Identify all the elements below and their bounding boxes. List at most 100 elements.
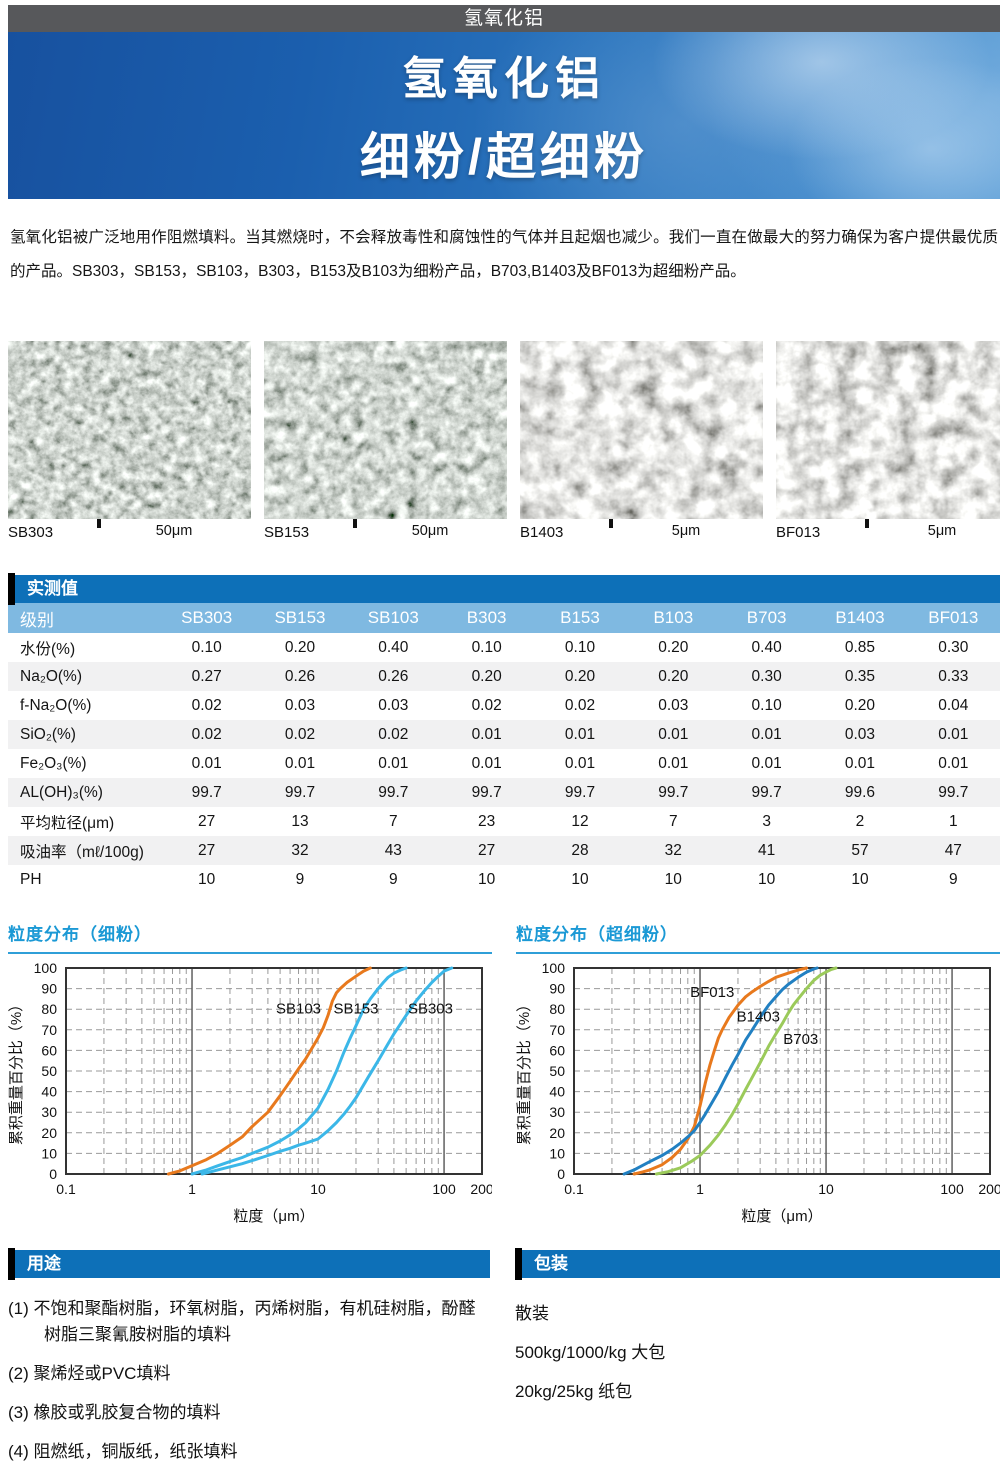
cell-value: 0.40 xyxy=(378,638,409,656)
cell-value: 0.02 xyxy=(564,696,596,714)
scale-bar: 50μm xyxy=(99,522,249,539)
scale-bar: 50μm xyxy=(355,522,505,539)
hero-banner: 氢氧化铝 细粉/超细粉 xyxy=(8,32,1000,199)
packaging-header: 包装 xyxy=(515,1248,1000,1280)
sem-gallery: SB303 50μm SB153 50μm B1403 5μm xyxy=(8,341,1000,541)
series-sb103 xyxy=(166,966,372,1176)
series-label-b703: B703 xyxy=(783,1031,818,1048)
measured-values-title: 实测值 xyxy=(27,579,78,598)
cell-value: 0.20 xyxy=(471,667,502,685)
svg-text:40: 40 xyxy=(549,1084,565,1100)
svg-text:粒度（μm）: 粒度（μm） xyxy=(741,1208,822,1224)
cell-value: 0.02 xyxy=(378,725,409,743)
svg-text:50: 50 xyxy=(41,1063,57,1079)
column-header-label: 级别 xyxy=(8,603,160,633)
chart-block-ultrafine: 粒度分布（超细粉） 0 10 20 30 40 50 60 70 80 90 100 0.1 1 10 10… xyxy=(516,920,1000,1224)
column-header: SB103 xyxy=(346,603,440,633)
table-row: 水份(%) 0.10 0.20 0.40 0.10 0.10 0.20 0.40 0.85 0.3… xyxy=(8,633,1000,662)
use-item: (3) 橡胶或乳胶复合物的填料 xyxy=(8,1403,221,1422)
cell-value: 2 xyxy=(855,812,865,830)
svg-text:90: 90 xyxy=(41,981,57,997)
cell-value: 0.20 xyxy=(658,638,689,656)
cell-value: 99.7 xyxy=(471,783,502,801)
cell-value: 0.01 xyxy=(658,725,689,743)
column-header: SB153 xyxy=(253,603,347,633)
svg-text:0.1: 0.1 xyxy=(56,1181,76,1197)
cell-value: 12 xyxy=(571,812,589,830)
cell-value: 0.03 xyxy=(378,696,409,714)
cell-value: 0.10 xyxy=(191,638,222,656)
row-label: f-Na₂O(%) xyxy=(20,696,92,714)
uses-header: 用途 xyxy=(8,1248,490,1280)
cell-value: 0.26 xyxy=(378,667,409,685)
cell-value: 0.30 xyxy=(751,667,782,685)
cell-value: 0.01 xyxy=(284,754,316,772)
packaging-list: 散装 500kg/1000/kg 大包 20kg/25kg 纸包 xyxy=(515,1294,1000,1411)
cell-value: 99.7 xyxy=(191,783,222,801)
chart-title-fine: 粒度分布（细粉） xyxy=(8,920,492,954)
row-label: 水份(%) xyxy=(20,640,76,658)
use-item: (1) 不饱和聚酯树脂，环氧树脂，丙烯树脂，有机硅树脂，酚醛树脂三聚氰胺树脂的填… xyxy=(8,1299,476,1344)
cell-value: 0.01 xyxy=(938,754,969,772)
scale-label: 5μm xyxy=(671,523,701,539)
sem-figure-bf013: BF013 5μm xyxy=(776,341,1000,541)
measured-values-header: 实测值 xyxy=(8,573,1000,605)
cell-value: 0.01 xyxy=(471,725,502,743)
packaging-item: 散装 xyxy=(515,1304,549,1323)
chart-canvas-fine: 0 10 20 30 40 50 60 70 80 90 100 0.1 1 10 100 200 累积重量百分… xyxy=(8,962,492,1224)
column-header: B103 xyxy=(626,603,720,633)
column-header: B303 xyxy=(439,603,534,633)
packaging-item: 500kg/1000/kg 大包 xyxy=(515,1343,666,1362)
svg-text:累积重量百分比（%）: 累积重量百分比（%） xyxy=(516,997,533,1145)
spec-section: 实测值 级别 SB303 SB153 SB103 B303 B153 B103 B703 B14… xyxy=(8,573,1000,894)
table-row: 吸油率（mℓ/100g) 27 32 43 27 28 32 41 57 47 xyxy=(8,836,1000,865)
cell-value: 43 xyxy=(384,841,402,859)
cell-value: 99.7 xyxy=(564,783,596,801)
cell-value: 0.01 xyxy=(564,725,596,743)
svg-text:60: 60 xyxy=(41,1042,57,1058)
svg-text:30: 30 xyxy=(549,1104,565,1120)
uses-list: (1) 不饱和聚酯树脂，环氧树脂，丙烯树脂，有机硅树脂，酚醛树脂三聚氰胺树脂的填… xyxy=(8,1296,490,1465)
use-item: (2) 聚烯烃或PVC填料 xyxy=(8,1364,171,1383)
cell-value: 3 xyxy=(762,812,771,830)
cell-value: 10 xyxy=(664,870,682,888)
sem-image-sb153 xyxy=(264,341,507,519)
cell-value: 7 xyxy=(668,812,678,830)
svg-text:10: 10 xyxy=(818,1181,834,1197)
hero-title-line2: 细粉/超细粉 xyxy=(360,129,648,185)
series-label-b1403: B1403 xyxy=(737,1009,780,1026)
cell-value: 23 xyxy=(478,812,496,830)
svg-text:1: 1 xyxy=(188,1181,196,1197)
svg-text:20: 20 xyxy=(41,1125,57,1141)
cell-value: 0.10 xyxy=(471,638,502,656)
top-title: 氢氧化铝 xyxy=(463,8,544,29)
cell-value: 0.35 xyxy=(844,667,876,685)
svg-text:100: 100 xyxy=(432,1181,456,1197)
cell-value: 0.20 xyxy=(844,696,876,714)
sem-label: SB303 xyxy=(8,524,54,541)
svg-text:粒度（μm）: 粒度（μm） xyxy=(233,1208,314,1224)
svg-text:200: 200 xyxy=(470,1181,492,1197)
cell-value: 0.02 xyxy=(191,725,222,743)
series-label-sb153: SB153 xyxy=(333,1000,378,1017)
column-header: B1403 xyxy=(813,603,907,633)
svg-text:100: 100 xyxy=(542,962,566,976)
svg-text:0.1: 0.1 xyxy=(564,1181,584,1197)
series-b1403 xyxy=(622,966,819,1176)
svg-text:70: 70 xyxy=(41,1022,57,1038)
cell-value: 9 xyxy=(949,870,958,888)
series-label-sb303: SB303 xyxy=(408,1000,453,1017)
sem-image-sb303 xyxy=(8,341,251,519)
cell-value: 0.85 xyxy=(844,638,876,656)
table-row: AL(OH)₃(%) 99.7 99.7 99.7 99.7 99.7 99.7 99.7 99… xyxy=(8,778,1000,807)
cell-value: 0.26 xyxy=(284,667,316,685)
cell-value: 0.10 xyxy=(751,696,782,714)
cell-value: 10 xyxy=(198,870,216,888)
row-label: Na₂O(%) xyxy=(20,667,82,685)
svg-text:10: 10 xyxy=(549,1145,565,1161)
row-label: AL(OH)₃(%) xyxy=(20,783,103,801)
cell-value: 0.02 xyxy=(284,725,316,743)
spec-table: 级别 SB303 SB153 SB103 B303 B153 B103 B703 B1403 BF… xyxy=(8,603,1000,894)
cell-value: 99.7 xyxy=(284,783,316,801)
svg-text:0: 0 xyxy=(49,1166,57,1182)
